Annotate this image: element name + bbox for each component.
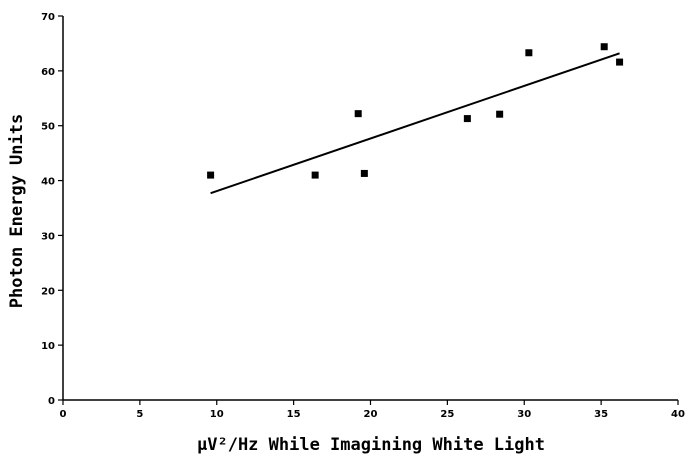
data-point (207, 172, 214, 179)
x-tick-label: 30 (517, 409, 531, 420)
data-point (616, 59, 623, 66)
points (207, 43, 623, 178)
y-tick-label: 60 (41, 67, 55, 78)
data-point (361, 170, 368, 177)
x-tick-label: 40 (671, 409, 685, 420)
y-tick-label: 0 (48, 396, 55, 407)
y-tick-label: 70 (41, 12, 55, 23)
trendline-group (211, 53, 620, 193)
data-point (355, 110, 362, 117)
data-point (312, 172, 319, 179)
trendline (211, 53, 620, 193)
data-point (464, 115, 471, 122)
x-tick-label: 20 (364, 409, 378, 420)
axes (63, 16, 678, 400)
x-tick-label: 0 (60, 409, 67, 420)
y-axis-label: Photon Energy Units (7, 114, 27, 308)
data-point (525, 49, 532, 56)
y-tick-label: 50 (41, 122, 55, 133)
x-tick-label: 10 (210, 409, 224, 420)
x-tick-label: 25 (440, 409, 454, 420)
y-tick-label: 20 (41, 286, 55, 297)
x-tick-label: 5 (136, 409, 143, 420)
x-axis-label: µV²/Hz While Imagining White Light (197, 435, 545, 455)
data-point (496, 111, 503, 118)
x-tick-label: 35 (594, 409, 608, 420)
ticks: 0 5 10 15 20 25 30 35 40 0 10 20 30 40 50 60 70 (41, 12, 685, 420)
x-tick-label: 15 (287, 409, 301, 420)
y-tick-label: 40 (41, 177, 55, 188)
y-tick-label: 30 (41, 231, 55, 242)
y-tick-label: 10 (41, 341, 55, 352)
data-point (601, 43, 608, 50)
